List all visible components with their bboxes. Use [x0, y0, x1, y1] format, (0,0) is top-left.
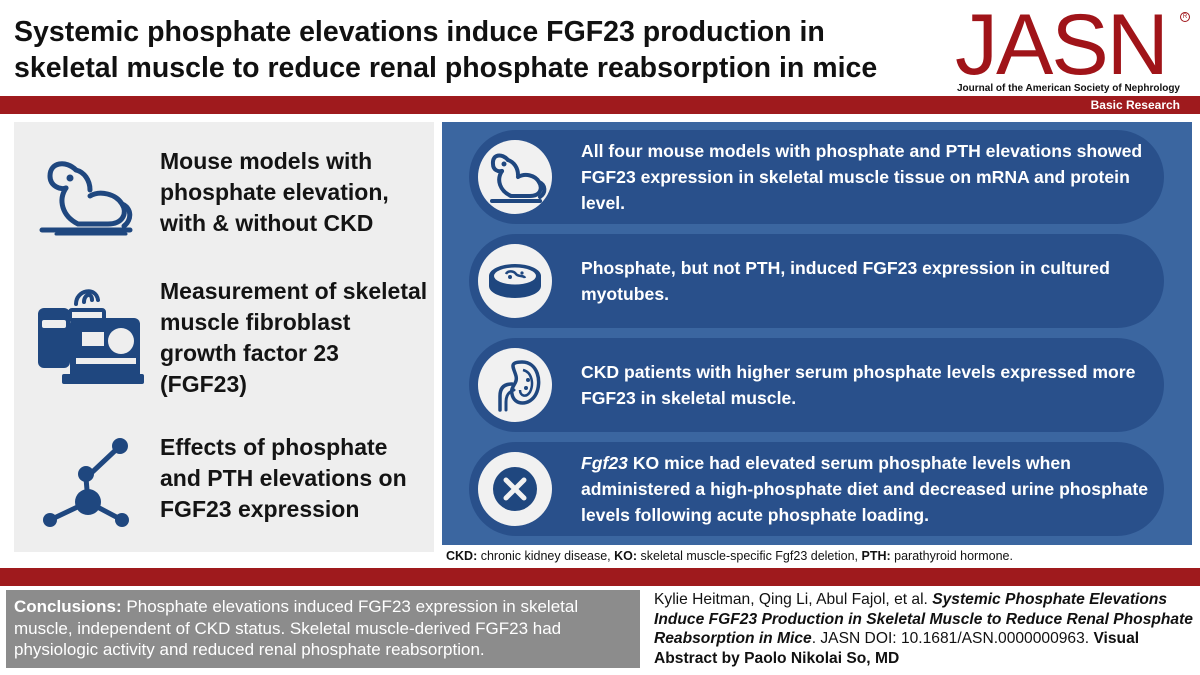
abbr-label: CKD: [446, 549, 478, 563]
gene-name: Fgf23 [581, 453, 628, 473]
finding-icon-circle [478, 452, 552, 526]
finding-item: All four mouse models with phosphate and… [469, 130, 1164, 224]
abbreviations-footnote: CKD: chronic kidney disease, KO: skeleta… [446, 549, 1196, 563]
abbr-text: parathyroid hormone. [890, 549, 1013, 563]
mouse-icon [490, 153, 547, 203]
methods-panel: Mouse models with phosphate elevation, w… [14, 122, 434, 552]
method-text: Measurement of skeletal muscle fibroblas… [160, 278, 428, 397]
bottom-banner [0, 568, 1200, 586]
top-banner: Basic Research [0, 96, 1200, 114]
citation-authors: Kylie Heitman, Qing Li, Abul Fajol, et a… [654, 591, 933, 608]
citation-doi: . JASN DOI: 10.1681/ASN.0000000963. [811, 630, 1094, 648]
finding-text: Fgf23 KO mice had elevated serum phospha… [581, 442, 1151, 536]
section-label: Basic Research [1090, 98, 1180, 112]
abbr-label: KO: [614, 549, 638, 563]
finding-icon-circle [478, 348, 552, 422]
finding-icon-circle [478, 244, 552, 318]
results-panel: All four mouse models with phosphate and… [442, 122, 1192, 545]
logo-subtitle: Journal of the American Society of Nephr… [957, 83, 1180, 94]
kidney-icon [498, 360, 541, 412]
abbr-label: PTH: [861, 549, 891, 563]
abbr-text: chronic kidney disease, [477, 549, 615, 563]
citation-credit: Visual Abstract by Paolo Nikolai So, MD [654, 630, 1140, 667]
lab-analyzer-icon [38, 289, 144, 384]
mouse-icon [39, 161, 133, 236]
citation: Kylie Heitman, Qing Li, Abul Fajol, et a… [654, 590, 1194, 668]
jasn-logo: JASN R Journal of the American Society o… [955, 0, 1190, 94]
conclusions-box: Conclusions: Phosphate elevations induce… [6, 590, 640, 668]
citation-title: Systemic Phosphate Elevations Induce FGF… [654, 591, 1193, 648]
finding-text: All four mouse models with phosphate and… [581, 141, 1143, 213]
petri-dish-icon [489, 264, 541, 298]
finding-text: CKD patients with higher serum phosphate… [581, 362, 1136, 408]
x-mark-icon [493, 467, 537, 511]
page-title: Systemic phosphate elevations induce FGF… [14, 16, 878, 84]
conclusions-text: Phosphate elevations induced FGF23 expre… [14, 597, 579, 659]
conclusions-label: Conclusions: [14, 597, 122, 616]
registered-mark-icon: R [1180, 12, 1190, 22]
abbr-text: skeletal muscle-specific Fgf23 deletion, [637, 549, 862, 563]
finding-item: Phosphate, but not PTH, induced FGF23 ex… [469, 234, 1164, 328]
method-text: Mouse models with phosphate elevation, w… [160, 148, 389, 236]
finding-icon-circle [478, 140, 552, 214]
molecule-icon [43, 438, 129, 527]
finding-item: Fgf23 KO mice had elevated serum phospha… [469, 442, 1164, 536]
finding-item: CKD patients with higher serum phosphate… [469, 338, 1164, 432]
finding-text: Phosphate, but not PTH, induced FGF23 ex… [581, 258, 1110, 304]
logo-text: JASN [955, 0, 1169, 93]
method-text: Effects of phosphate and PTH elevations … [160, 434, 407, 522]
finding-text-body: KO mice had elevated serum phosphate lev… [581, 453, 1149, 525]
